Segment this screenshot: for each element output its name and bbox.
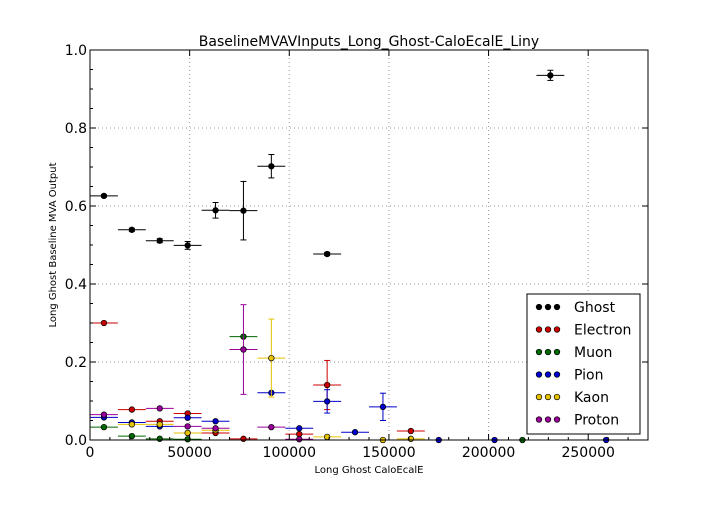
data-point xyxy=(324,381,331,389)
legend-marker xyxy=(553,416,561,423)
legend: Ghost Electron Muon Pion Kaon Proton xyxy=(526,293,641,435)
y-axis-label: Long Ghost Baseline MVA Output xyxy=(48,162,59,327)
legend-label: Pion xyxy=(574,368,603,384)
data-point xyxy=(100,411,108,418)
data-point xyxy=(268,163,275,170)
x-tick-label: 50000 xyxy=(167,445,212,461)
data-point xyxy=(212,207,219,214)
data-point xyxy=(296,436,303,443)
axis-ticks: 0 50000 100000 150000 200000 250000 0.0 0.2 0.4 0… xyxy=(65,43,648,461)
data-point xyxy=(407,427,415,435)
legend-marker xyxy=(544,371,552,378)
data-point xyxy=(268,423,275,431)
data-point xyxy=(184,414,191,421)
data-point xyxy=(324,398,331,405)
data-point xyxy=(324,250,331,258)
data-point xyxy=(128,421,136,428)
data-point xyxy=(240,346,247,353)
legend-marker xyxy=(544,326,552,333)
x-tick-label: 200000 xyxy=(462,445,515,461)
legend-marker xyxy=(535,393,543,401)
y-tick-label: 0.6 xyxy=(65,199,87,215)
data-point xyxy=(128,406,136,413)
legend-marker xyxy=(535,348,543,356)
data-point xyxy=(184,423,191,430)
legend-label: Ghost xyxy=(574,300,616,316)
legend-marker xyxy=(553,348,561,356)
x-axis-label: Long Ghost CaloEcalE xyxy=(315,465,424,476)
y-tick-label: 1.0 xyxy=(65,43,87,59)
legend-label: Kaon xyxy=(574,390,609,406)
data-point xyxy=(212,425,219,432)
y-tick-label: 0.2 xyxy=(65,355,87,371)
y-tick-label: 0.8 xyxy=(65,121,87,137)
data-point xyxy=(379,403,387,411)
legend-marker xyxy=(553,393,561,401)
legend-label: Electron xyxy=(574,323,631,339)
series-proton xyxy=(90,304,314,443)
legend-marker xyxy=(535,416,543,423)
legend-marker xyxy=(553,371,561,378)
legend-marker xyxy=(535,326,543,333)
data-point xyxy=(351,429,359,436)
legend-marker xyxy=(544,416,552,423)
data-point xyxy=(184,436,191,443)
x-tick-label: 100000 xyxy=(263,445,316,461)
y-tick-label: 0.0 xyxy=(65,433,87,449)
y-tick-label: 0.4 xyxy=(65,277,87,293)
legend-marker xyxy=(535,303,543,311)
data-point xyxy=(240,435,247,442)
legend-marker xyxy=(544,348,552,356)
legend-marker xyxy=(544,303,552,311)
chart-title: BaselineMVAVInputs_Long_Ghost-CaloEcalE_… xyxy=(199,34,539,50)
legend-label: Muon xyxy=(574,345,612,361)
data-point xyxy=(128,432,136,440)
legend-marker xyxy=(544,393,552,401)
data-point xyxy=(156,237,163,244)
data-point xyxy=(240,207,247,214)
data-point xyxy=(156,421,163,428)
series-ghost xyxy=(90,69,565,258)
series-kaon xyxy=(117,318,425,444)
data-point xyxy=(184,242,191,249)
data-point xyxy=(156,435,163,442)
legend-marker xyxy=(553,303,561,311)
data-point xyxy=(100,319,108,327)
legend-marker xyxy=(553,326,561,333)
legend-box xyxy=(526,293,641,435)
data-point xyxy=(547,72,554,79)
legend-marker xyxy=(535,371,543,378)
x-tick-label: 0 xyxy=(86,445,95,461)
x-tick-label: 250000 xyxy=(561,445,614,461)
data-point xyxy=(184,429,191,437)
x-tick-label: 150000 xyxy=(362,445,415,461)
data-point xyxy=(268,354,275,362)
data-point xyxy=(296,425,303,432)
data-point xyxy=(128,226,136,233)
data-point xyxy=(100,192,108,200)
data-point xyxy=(100,423,108,431)
data-point xyxy=(212,418,219,425)
data-point xyxy=(156,405,163,412)
legend-label: Proton xyxy=(574,413,619,429)
